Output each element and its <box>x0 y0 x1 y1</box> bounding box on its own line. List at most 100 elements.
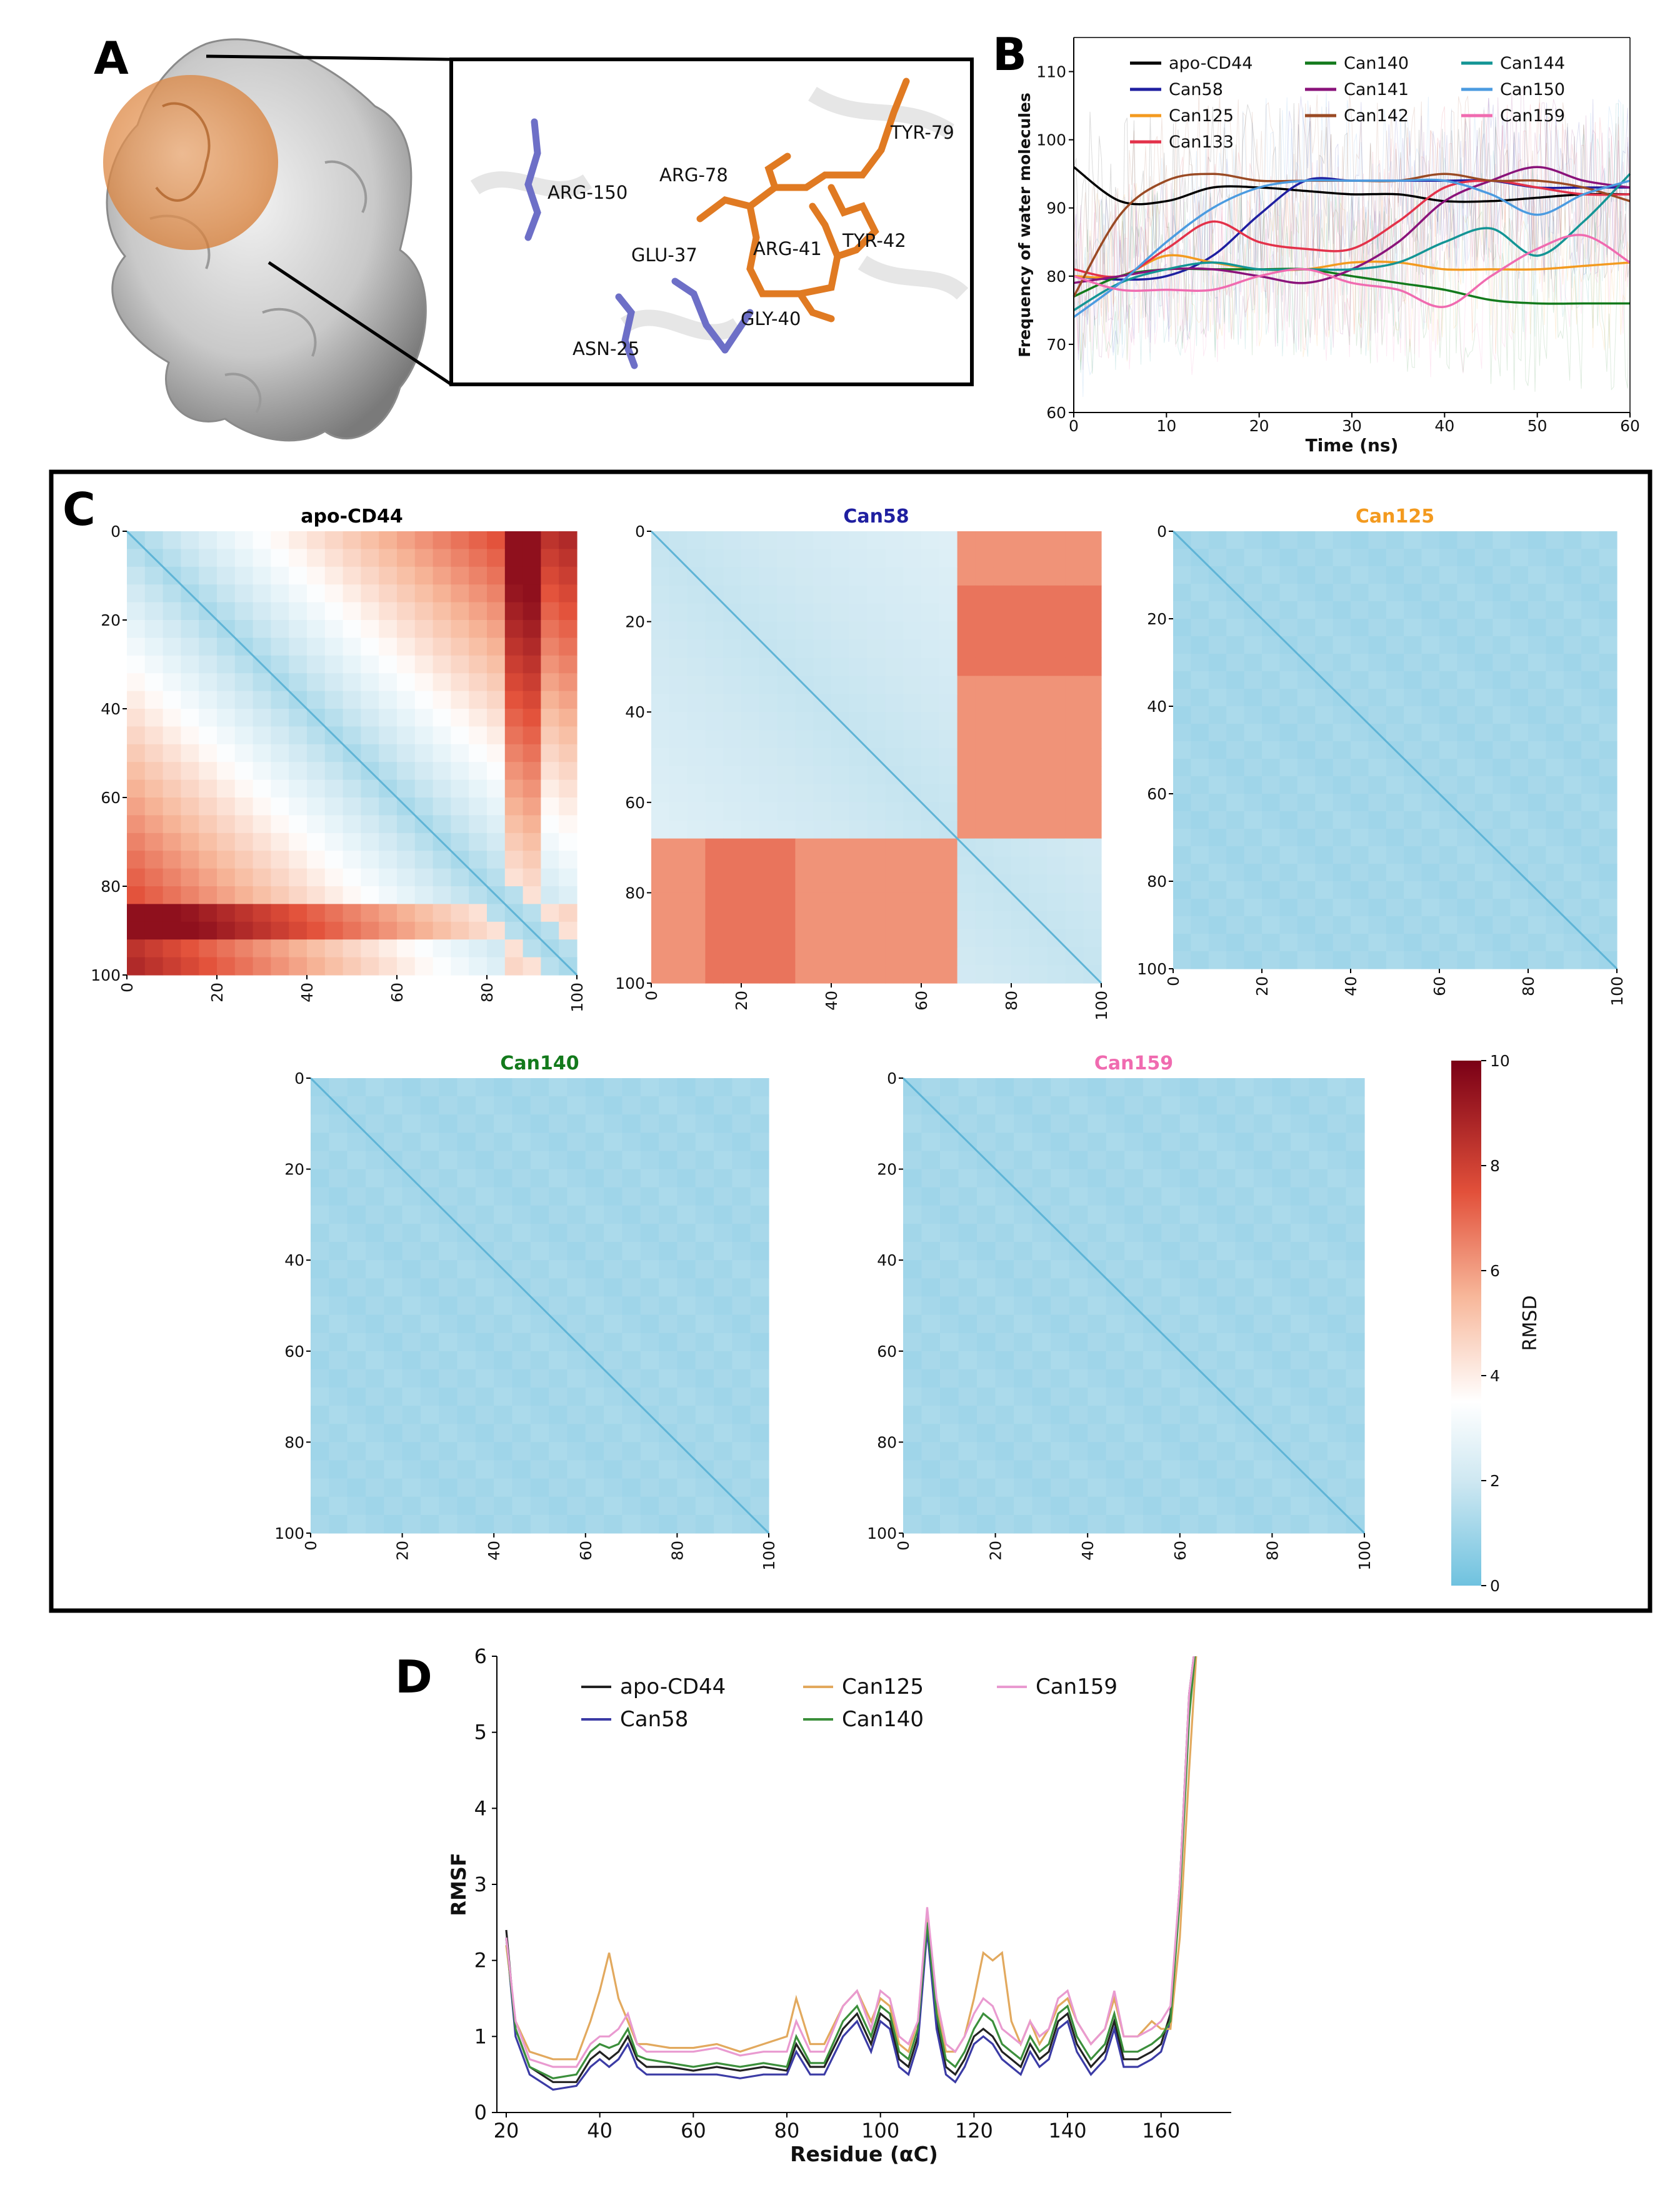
heatmap-cell <box>1309 1224 1328 1242</box>
heatmap-cell <box>1124 1478 1144 1498</box>
heatmap-cell <box>1309 1424 1328 1442</box>
heatmap-cell <box>522 762 541 781</box>
heatmap-cell <box>687 658 706 676</box>
heatmap-cell <box>993 911 1012 929</box>
heatmap-cell <box>1069 1351 1088 1370</box>
heatmap-cell <box>559 779 578 798</box>
heatmap-cell <box>475 1369 494 1388</box>
heatmap-cell <box>1368 794 1387 812</box>
heatmap-cell <box>977 1096 996 1115</box>
heatmap-cell <box>867 658 886 676</box>
heatmap-cell <box>127 886 146 904</box>
heatmap-cell <box>622 1296 641 1316</box>
heatmap-cell <box>1346 1296 1365 1316</box>
heatmap-cell <box>921 748 940 767</box>
heatmap-cell <box>975 965 994 984</box>
heatmap-cell <box>813 947 832 966</box>
heatmap-cell <box>347 1242 366 1261</box>
heatmap-cell <box>347 1332 366 1352</box>
heatmap-x-tick: 80 <box>1519 976 1538 996</box>
heatmap-cell <box>234 584 254 603</box>
heatmap-cell <box>604 1314 622 1334</box>
heatmap-cell <box>181 620 199 638</box>
heatmap-cell <box>469 709 488 727</box>
heatmap-cell <box>1309 1388 1328 1406</box>
heatmap-x-tick: 100 <box>760 1541 778 1571</box>
heatmap-y-tick: 20 <box>101 611 121 629</box>
heatmap-cell <box>921 874 940 893</box>
heatmap-cell <box>741 603 760 622</box>
heatmap-cell <box>1161 1351 1181 1370</box>
heatmap-cell <box>1315 951 1334 969</box>
heatmap-cell <box>795 766 814 785</box>
heatmap-cell <box>199 832 218 851</box>
heatmap-cell <box>975 676 994 694</box>
heatmap-cell <box>329 1332 348 1352</box>
heatmap-y-tick: 40 <box>877 1251 897 1269</box>
heatmap-cell <box>451 779 469 798</box>
heatmap-cell <box>903 892 922 911</box>
heatmap-cell <box>1142 1078 1162 1097</box>
heatmap-cell <box>677 1078 696 1097</box>
heatmap-cell <box>559 744 578 762</box>
heatmap-cell <box>831 820 850 839</box>
heatmap-cell <box>1599 759 1618 777</box>
heatmap-cell <box>1332 584 1351 602</box>
protein-residue-sticks <box>524 118 754 369</box>
heatmap-cell <box>1309 1114 1328 1133</box>
heatmap-cell <box>1216 1296 1236 1316</box>
heatmap-cell <box>885 549 904 568</box>
heatmap-cell <box>342 549 361 568</box>
heatmap-cell <box>651 567 670 586</box>
heatmap-cell <box>1528 724 1546 742</box>
heatmap-cell <box>1253 1187 1272 1206</box>
heatmap-cell <box>487 832 506 851</box>
heatmap-cell <box>379 904 398 922</box>
heatmap-cell <box>366 1169 384 1188</box>
heatmap-cell <box>530 1169 549 1188</box>
heatmap-cell <box>1332 741 1351 759</box>
heatmap-cell <box>1124 1424 1144 1442</box>
heatmap-cell <box>361 886 379 904</box>
heatmap-cell <box>1328 1460 1347 1479</box>
heatmap-cell <box>384 1169 403 1188</box>
y-tick-label: 90 <box>1046 199 1066 218</box>
heatmap-cell <box>957 676 976 694</box>
legend-label-Can150: Can150 <box>1500 80 1565 99</box>
heatmap-cell <box>777 784 796 803</box>
heatmap-cell <box>494 1514 513 1534</box>
heatmap-cell <box>432 939 451 958</box>
heatmap-cell <box>1051 1332 1070 1352</box>
heatmap-cell <box>217 868 236 887</box>
heatmap-cell <box>1088 1369 1107 1388</box>
heatmap-cell <box>1351 724 1369 742</box>
heatmap-cell <box>144 691 164 709</box>
y-tick-label: 1 <box>474 2024 487 2048</box>
heatmap-cell <box>1216 1096 1236 1115</box>
heatmap-cell <box>1351 531 1369 549</box>
heatmap-cell <box>813 856 832 876</box>
heatmap-cell <box>252 939 271 958</box>
heatmap-cell <box>522 638 541 656</box>
heatmap-cell <box>457 1242 476 1261</box>
heatmap-cell <box>512 1314 531 1334</box>
heatmap-cell <box>439 1388 458 1406</box>
heatmap-cell <box>995 1151 1014 1170</box>
heatmap-cell <box>1142 1424 1162 1442</box>
heatmap-cell <box>604 1096 622 1115</box>
heatmap-cell <box>494 1496 513 1516</box>
heatmap-cell <box>677 1096 696 1115</box>
heatmap-cell <box>940 1460 959 1479</box>
heatmap-cell <box>1088 1406 1107 1424</box>
heatmap-cell <box>311 1369 329 1388</box>
heatmap-cell <box>1599 776 1618 794</box>
heatmap-cell <box>504 886 524 904</box>
heatmap-cell <box>420 1388 439 1406</box>
heatmap-cell <box>457 1114 476 1133</box>
heatmap-cell <box>687 585 706 604</box>
heatmap-cell <box>795 856 814 876</box>
heatmap-cell <box>1290 1424 1309 1442</box>
heatmap-cell <box>1161 1114 1181 1133</box>
heatmap-cell <box>750 1205 769 1224</box>
heatmap-cell <box>1173 741 1191 759</box>
